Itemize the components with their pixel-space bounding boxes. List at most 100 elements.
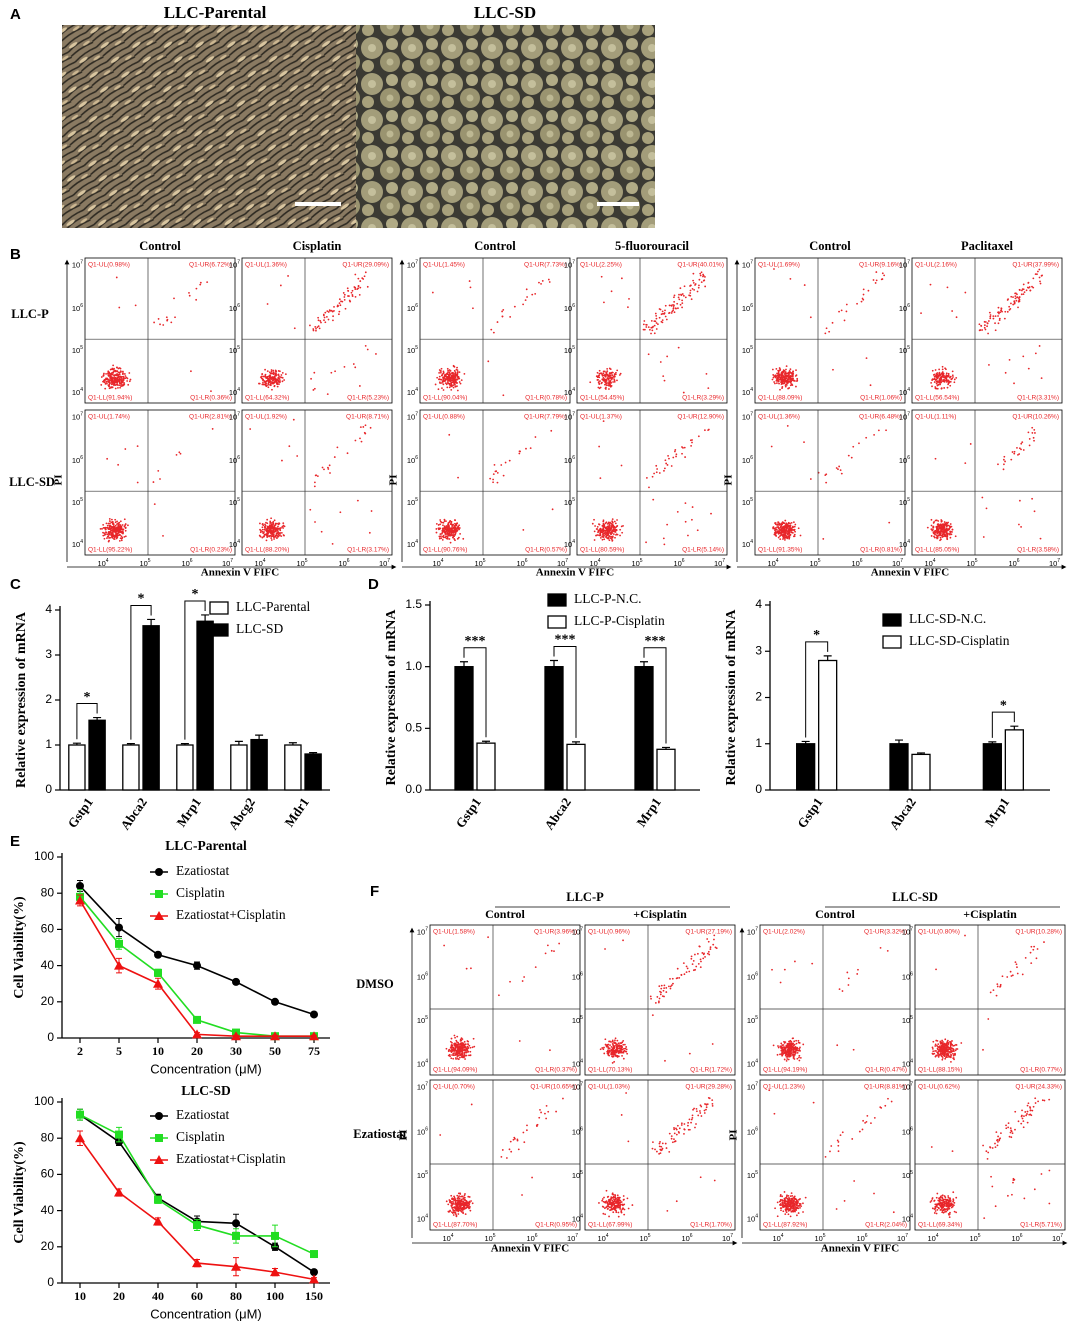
event-dot <box>676 302 679 305</box>
event-dot <box>292 418 295 421</box>
event-dot <box>779 1045 782 1048</box>
event-dot <box>690 957 693 960</box>
event-dot <box>274 535 277 538</box>
quadrant-percent: Q1-LR(5.23%) <box>347 395 389 402</box>
event-dot <box>452 1047 455 1050</box>
event-dot <box>838 988 841 991</box>
event-dot <box>489 477 492 480</box>
event-dot <box>846 971 849 974</box>
event-dot <box>773 533 776 536</box>
event-dot <box>269 383 271 386</box>
event-dot <box>983 326 986 329</box>
event-dot <box>517 1148 520 1151</box>
event-dot <box>518 1040 521 1042</box>
event-dot <box>779 388 781 391</box>
event-dot <box>1016 296 1019 299</box>
event-dot <box>463 1207 466 1209</box>
event-dot <box>249 428 252 430</box>
event-dot <box>664 309 666 312</box>
event-dot <box>658 997 661 1000</box>
event-dot <box>459 382 462 385</box>
event-dot <box>831 321 834 324</box>
event-dot <box>102 380 104 383</box>
event-dot <box>702 273 704 276</box>
event-dot <box>692 959 695 962</box>
event-dot <box>101 527 103 530</box>
event-dot <box>447 382 450 385</box>
event-dot <box>784 1041 787 1044</box>
event-dot <box>364 344 367 347</box>
event-dot <box>118 375 121 378</box>
event-dot <box>438 535 441 538</box>
event-dot <box>982 536 985 538</box>
event-dot <box>111 383 114 385</box>
flow-tick-label: 107 <box>722 1233 733 1243</box>
event-dot <box>356 499 359 502</box>
event-dot <box>118 533 121 536</box>
tick-base: 10 <box>407 260 415 269</box>
event-dot <box>673 311 676 314</box>
event-dot <box>610 1046 613 1048</box>
event-dot <box>122 377 125 380</box>
event-dot <box>1020 442 1023 445</box>
event-dot <box>119 382 122 385</box>
event-dot <box>658 1142 661 1145</box>
event-dot <box>838 465 841 468</box>
event-dot <box>605 1189 608 1192</box>
event-dot <box>621 1208 624 1211</box>
event-dot <box>612 1196 615 1199</box>
event-dot <box>675 977 678 980</box>
event-dot <box>320 321 322 324</box>
tick-base: 10 <box>899 498 907 507</box>
tick-base: 10 <box>722 1234 730 1243</box>
event-dot <box>612 1193 615 1196</box>
quadrant-percent: Q1-UR(6.72%) <box>189 262 232 269</box>
event-dot <box>695 965 698 968</box>
event-dot <box>951 310 954 312</box>
event-dot <box>707 940 710 943</box>
event-dot <box>789 1054 792 1057</box>
event-dot <box>274 529 277 532</box>
event-dot <box>541 280 544 282</box>
event-dot <box>548 281 551 283</box>
event-dot <box>615 1204 618 1207</box>
event-dot <box>456 1057 459 1060</box>
event-dot <box>690 298 693 301</box>
event-dot <box>662 989 665 992</box>
event-dot <box>852 1048 855 1051</box>
event-dot <box>166 318 169 321</box>
event-dot <box>437 378 440 381</box>
event-dot <box>450 529 453 532</box>
event-dot <box>694 953 696 956</box>
event-dot <box>883 274 886 277</box>
event-dot <box>792 1037 795 1040</box>
event-dot <box>332 319 334 322</box>
event-dot <box>1018 296 1021 298</box>
tick-base: 10 <box>572 927 580 936</box>
flow-tick-label: 105 <box>417 1015 428 1025</box>
event-dot <box>273 384 276 387</box>
event-dot <box>359 286 362 289</box>
event-dot <box>610 1048 613 1051</box>
event-dot <box>119 524 122 526</box>
event-dot <box>789 277 792 280</box>
event-dot <box>604 536 607 538</box>
event-dot <box>797 1039 800 1042</box>
event-dot <box>457 1192 460 1195</box>
flow-tick-label: 104 <box>407 387 418 397</box>
event-dot <box>606 1202 609 1205</box>
event-dot <box>607 1205 610 1208</box>
event-dot <box>672 305 675 308</box>
tick-exp: 5 <box>572 497 575 503</box>
flow-tick-label: 106 <box>899 303 910 313</box>
event-dot <box>455 1043 457 1046</box>
event-dot <box>509 1140 512 1143</box>
panel-label: C <box>10 576 21 593</box>
event-dot <box>119 520 122 523</box>
event-dot <box>599 534 602 536</box>
event-dot <box>457 1043 460 1046</box>
event-dot <box>458 371 461 373</box>
event-dot <box>617 1204 620 1207</box>
event-dot <box>550 429 553 432</box>
tick-exp: 4 <box>263 558 266 564</box>
